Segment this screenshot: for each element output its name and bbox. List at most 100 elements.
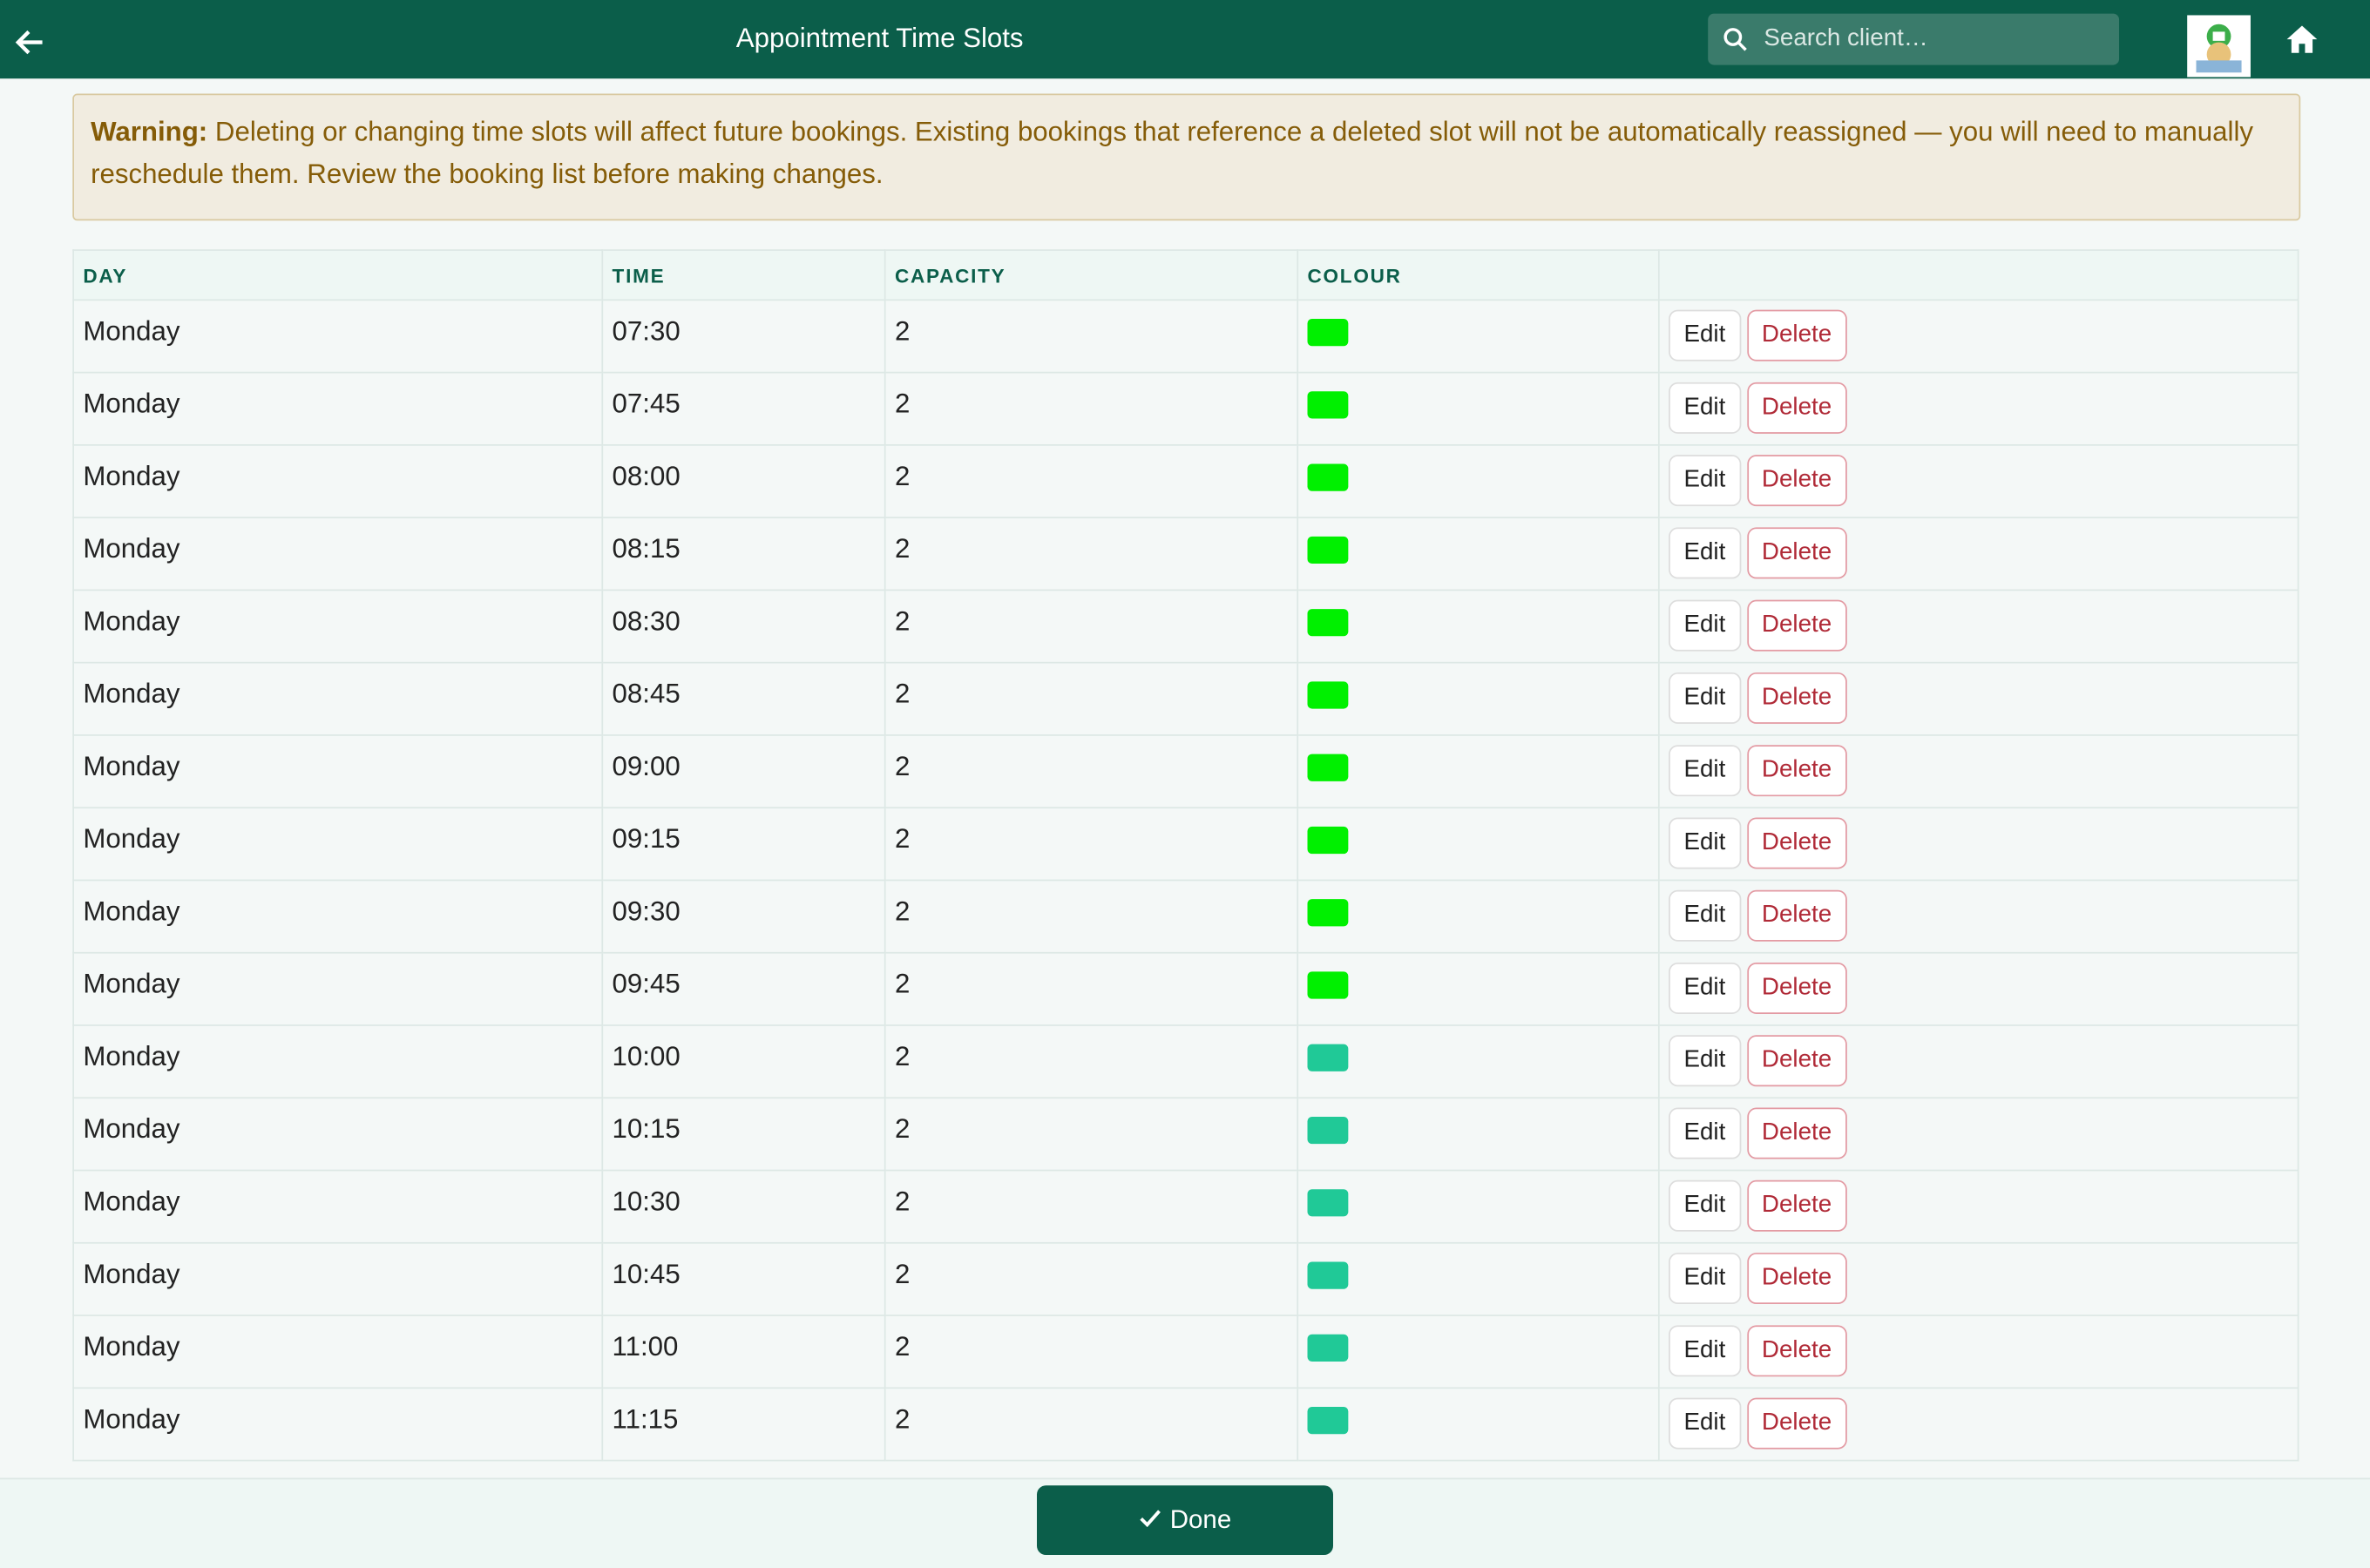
colour-swatch [1307,754,1349,781]
edit-button[interactable]: Edit [1669,309,1741,362]
colour-cell [1297,807,1660,882]
colour-cell [1297,589,1660,664]
actions-cell: Edit Delete [1657,661,2299,736]
delete-button[interactable]: Delete [1746,672,1847,724]
capacity-cell: 2 [884,1387,1299,1462]
edit-button[interactable]: Edit [1669,817,1741,869]
colour-cell [1297,1169,1660,1244]
actions-cell: Edit Delete [1657,444,2299,519]
header-row: DAY TIME CAPACITY COLOUR [72,249,2299,301]
check-icon [1140,1510,1161,1528]
slot-row: Monday 10:30 2 Edit Delete [72,1169,2299,1244]
delete-button[interactable]: Delete [1746,1107,1847,1159]
capacity-cell: 2 [884,734,1299,809]
delete-button[interactable]: Delete [1746,745,1847,797]
delete-button[interactable]: Delete [1746,817,1847,869]
day-cell: Monday [72,517,604,591]
colour-swatch [1307,1334,1349,1362]
actions-cell: Edit Delete [1657,299,2299,374]
edit-button[interactable]: Edit [1669,745,1741,797]
slot-row: Monday 10:45 2 Edit Delete [72,1241,2299,1316]
edit-button[interactable]: Edit [1669,1397,1741,1450]
delete-button[interactable]: Delete [1746,455,1847,507]
time-cell: 09:00 [601,734,886,809]
colour-swatch [1307,463,1349,491]
actions-cell: Edit Delete [1657,734,2299,809]
time-cell: 08:00 [601,444,886,519]
day-cell: Monday [72,1169,604,1244]
time-cell: 11:00 [601,1315,886,1389]
table-body: Monday 07:30 2 Edit Delete Monday 07:45 2 Edit De… [72,299,2299,1462]
actions-cell: Edit Delete [1657,1097,2299,1172]
day-cell: Monday [72,444,604,519]
colour-swatch [1307,1407,1349,1435]
actions-cell: Edit Delete [1657,589,2299,664]
actions-cell: Edit Delete [1657,371,2299,446]
delete-button[interactable]: Delete [1746,1179,1847,1232]
delete-button[interactable]: Delete [1746,382,1847,434]
actions-cell: Edit Delete [1657,1169,2299,1244]
time-cell: 10:30 [601,1169,886,1244]
capacity-cell: 2 [884,1241,1299,1316]
page-title: Appointment Time Slots [735,23,1024,53]
delete-button[interactable]: Delete [1746,1035,1847,1087]
slot-row: Monday 09:30 2 Edit Delete [72,879,2299,954]
time-cell: 07:30 [601,299,886,374]
edit-button[interactable]: Edit [1669,1035,1741,1087]
day-cell: Monday [72,299,604,374]
delete-button[interactable]: Delete [1746,527,1847,579]
delete-button[interactable]: Delete [1746,963,1847,1014]
colour-swatch [1307,536,1349,564]
colour-cell [1297,1097,1660,1172]
capacity-cell: 2 [884,1169,1299,1244]
edit-button[interactable]: Edit [1669,527,1741,579]
slot-row: Monday 07:45 2 Edit Delete [72,371,2299,446]
slot-row: Monday 07:30 2 Edit Delete [72,299,2299,374]
colour-swatch [1307,1189,1349,1217]
capacity-cell: 2 [884,661,1299,736]
edit-button[interactable]: Edit [1669,963,1741,1014]
warning-label: Warning: [91,116,208,147]
delete-button[interactable]: Delete [1746,1397,1847,1450]
colour-cell [1297,1241,1660,1316]
edit-button[interactable]: Edit [1669,672,1741,724]
delete-button[interactable]: Delete [1746,309,1847,362]
colour-cell [1297,734,1660,809]
colour-cell [1297,951,1660,1026]
time-cell: 09:15 [601,807,886,882]
edit-button[interactable]: Edit [1669,455,1741,507]
edit-button[interactable]: Edit [1669,1325,1741,1377]
time-cell: 08:15 [601,517,886,591]
colour-swatch [1307,319,1349,347]
colour-swatch [1307,826,1349,855]
delete-button[interactable]: Delete [1746,599,1847,652]
day-cell: Monday [72,371,604,446]
edit-button[interactable]: Edit [1669,1107,1741,1159]
delete-button[interactable]: Delete [1746,1253,1847,1305]
colour-swatch [1307,609,1349,637]
edit-button[interactable]: Edit [1669,1253,1741,1305]
delete-button[interactable]: Delete [1746,889,1847,942]
day-cell: Monday [72,1097,604,1172]
day-cell: Monday [72,1387,604,1462]
avatar[interactable] [2187,15,2251,78]
colour-swatch [1307,971,1349,999]
edit-button[interactable]: Edit [1669,599,1741,652]
edit-button[interactable]: Edit [1669,382,1741,434]
edit-button[interactable]: Edit [1669,889,1741,942]
day-cell: Monday [72,807,604,882]
home-button[interactable] [2285,24,2319,55]
time-cell: 09:45 [601,951,886,1026]
time-cell: 11:15 [601,1387,886,1462]
back-button[interactable] [15,27,45,57]
actions-cell: Edit Delete [1657,1315,2299,1389]
delete-button[interactable]: Delete [1746,1325,1847,1377]
search-box[interactable]: Search client… [1708,13,2120,65]
done-button[interactable]: Done [1037,1485,1334,1556]
day-cell: Monday [72,879,604,954]
actions-cell: Edit Delete [1657,807,2299,882]
actions-cell: Edit Delete [1657,517,2299,591]
edit-button[interactable]: Edit [1669,1179,1741,1232]
capacity-cell: 2 [884,879,1299,954]
